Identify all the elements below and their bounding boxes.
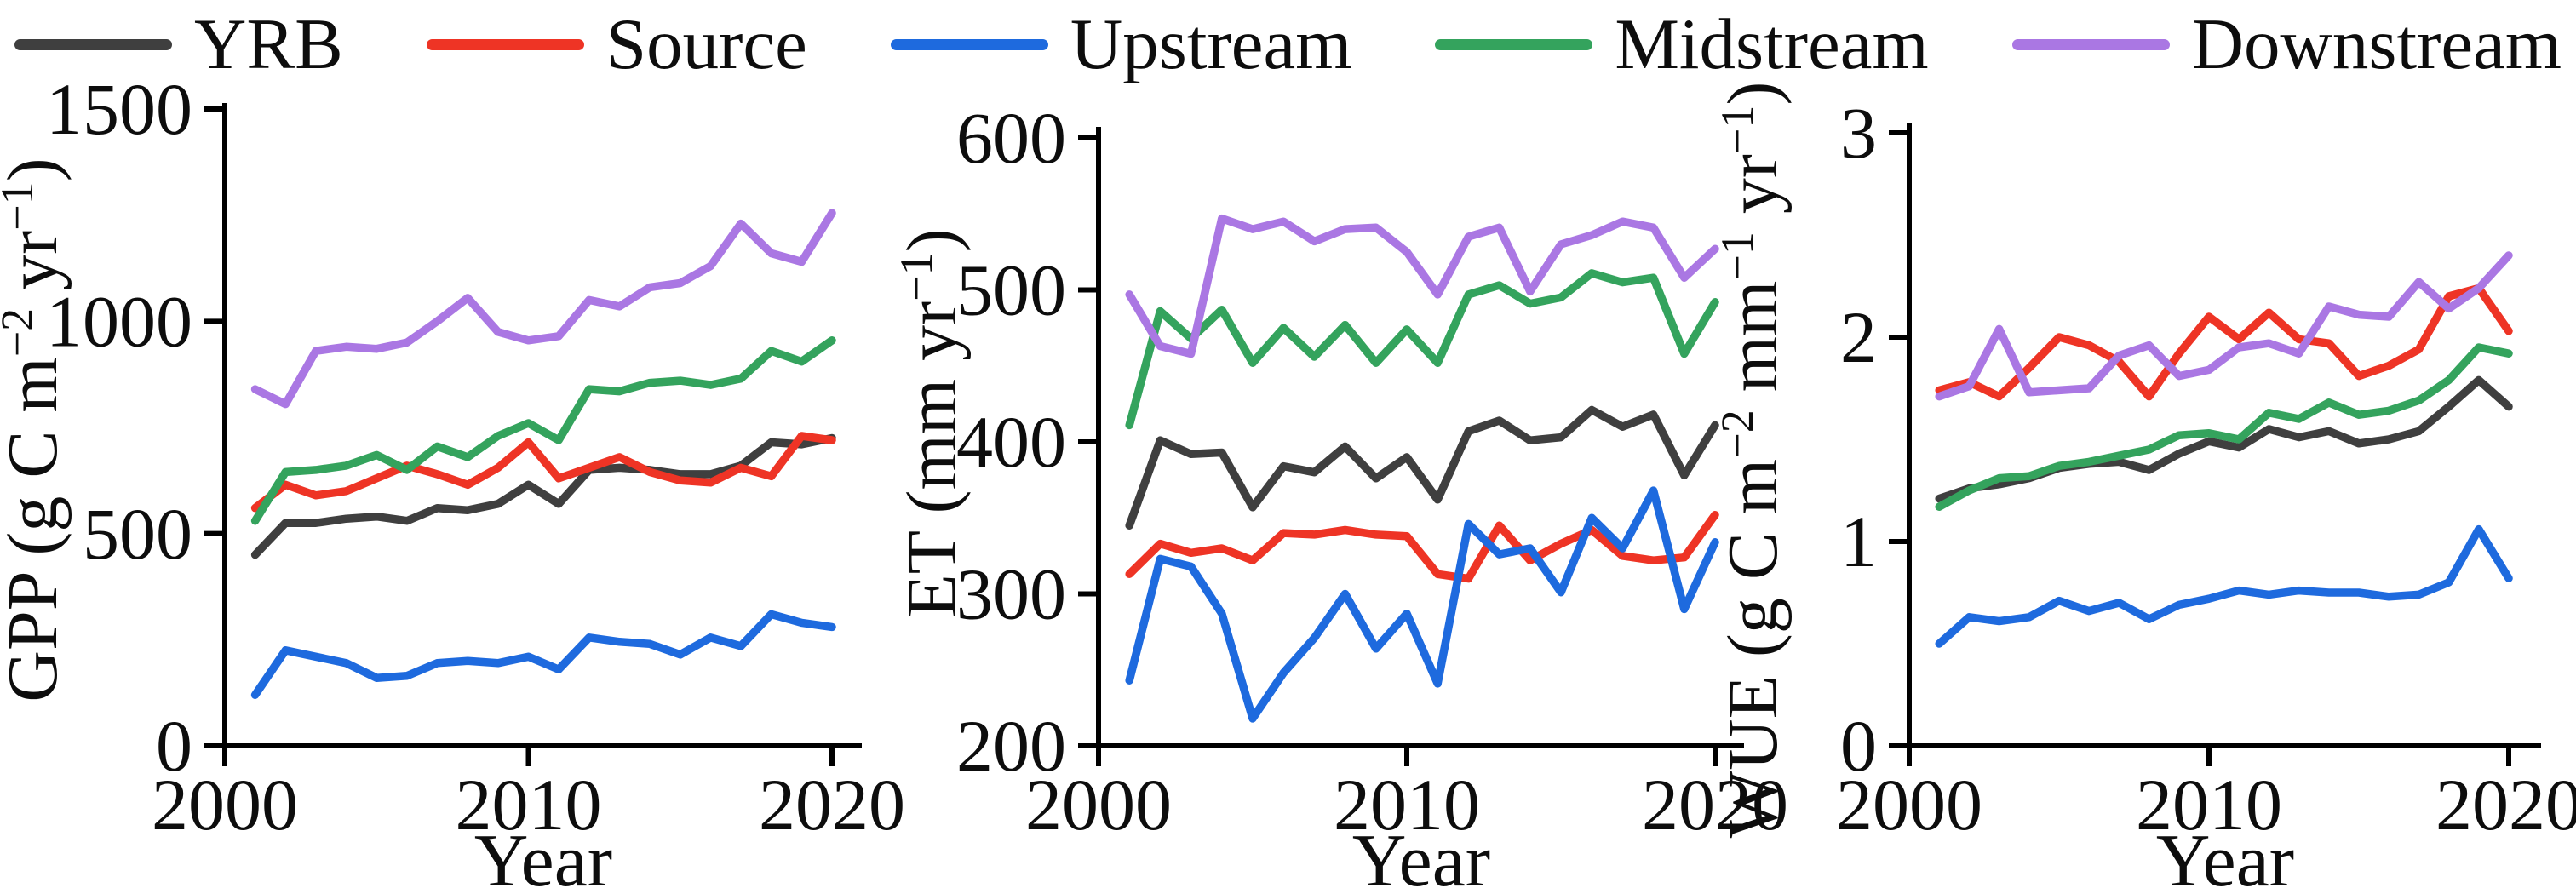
y-tick-label: 1000 (46, 281, 192, 363)
series-line-yrb (1125, 405, 1719, 530)
series-line-upstream (1125, 486, 1719, 723)
x-tick-label: 2020 (759, 764, 905, 845)
legend-label: YRB (194, 3, 343, 84)
legend-line-swatch (426, 38, 584, 50)
x-tick-label: 2010 (1334, 764, 1480, 845)
legend-line-swatch (2011, 38, 2170, 50)
y-tick-label: 500 (83, 493, 192, 575)
series-line-upstream (250, 610, 836, 699)
legend-label: Source (605, 3, 807, 84)
y-tick-label: 600 (956, 97, 1066, 179)
x-tick-label: 2010 (456, 764, 602, 845)
legend-label: Midstream (1615, 3, 1929, 84)
series-line-source (250, 432, 836, 513)
series-line-upstream (1935, 524, 2513, 648)
chart-legend: YRB Source Upstream Midstream Downstream (0, 5, 2576, 83)
y-tick-label: 3 (1840, 92, 1877, 174)
y-tick-label: 300 (956, 553, 1066, 635)
legend-label: Upstream (1070, 3, 1352, 84)
series-line-downstream (250, 209, 836, 409)
legend-item-source: Source (426, 3, 807, 84)
y-tick-label: 500 (956, 249, 1066, 331)
series-line-midstream (1125, 269, 1719, 430)
x-tick-label: 2000 (152, 764, 298, 845)
legend-item-downstream: Downstream (2011, 3, 2562, 84)
legend-line-swatch (1435, 38, 1593, 50)
x-tick-label: 2020 (2435, 764, 2576, 845)
series-line-downstream (1935, 251, 2513, 401)
y-axis-title: GPP (g C m−2 yr−1) (0, 158, 72, 702)
x-axis-title: Year (474, 820, 612, 894)
series-line-source (1125, 510, 1719, 583)
x-axis-title: Year (1352, 820, 1490, 894)
x-tick-label: 2000 (1836, 764, 1982, 845)
y-tick-label: 200 (956, 705, 1066, 787)
series-line-midstream (1935, 343, 2513, 511)
axis-spines (222, 103, 862, 748)
x-tick-label: 2010 (2136, 764, 2282, 845)
legend-item-yrb: YRB (14, 3, 343, 84)
y-tick-label: 0 (1840, 705, 1877, 787)
legend-label: Downstream (2191, 3, 2562, 84)
y-tick-label: 2 (1840, 296, 1877, 378)
x-axis-title: Year (2156, 820, 2294, 894)
y-axis-title: ET (mm yr−1) (891, 228, 972, 617)
x-tick-label: 2000 (1025, 764, 1172, 845)
legend-item-midstream: Midstream (1435, 3, 1929, 84)
x-tick-label: 2020 (1642, 764, 1788, 845)
y-tick-label: 0 (156, 705, 192, 787)
y-tick-label: 1 (1840, 501, 1877, 582)
legend-line-swatch (890, 38, 1048, 50)
y-tick-label: 1500 (46, 68, 192, 150)
y-tick-label: 400 (956, 401, 1066, 483)
legend-line-swatch (14, 38, 173, 50)
series-line-midstream (250, 336, 836, 525)
legend-item-upstream: Upstream (890, 3, 1352, 84)
series-line-downstream (1125, 214, 1719, 358)
y-axis-title: WUE (g C m−2 mm−1 yr−1) (1712, 82, 1793, 839)
series-line-source (1935, 284, 2513, 401)
